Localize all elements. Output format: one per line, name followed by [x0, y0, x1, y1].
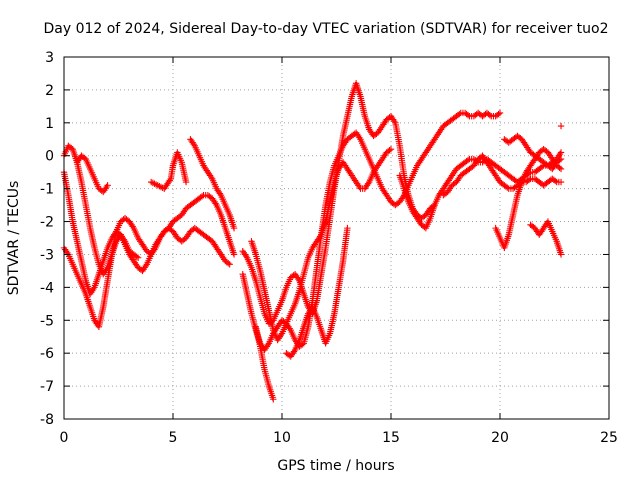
series-track-m	[440, 152, 565, 199]
data-point	[230, 251, 238, 258]
data-point	[538, 163, 546, 170]
series-track-b	[60, 215, 233, 331]
y-tick-label: -3	[40, 247, 54, 263]
data-point	[557, 122, 565, 130]
x-tick-label: 20	[491, 430, 509, 446]
data-point	[557, 155, 565, 163]
x-tick-label: 15	[382, 430, 400, 446]
y-tick-label: -6	[40, 346, 54, 362]
data-point	[198, 193, 206, 200]
data-point	[270, 396, 277, 403]
data-point	[387, 145, 395, 153]
y-tick-label: -5	[40, 313, 54, 329]
data-point	[182, 178, 190, 186]
data-point	[230, 224, 238, 232]
plot-frame	[63, 56, 610, 420]
series-track-e	[148, 149, 190, 192]
y-tick-label: -7	[40, 379, 54, 395]
x-tick-label: 25	[600, 430, 618, 446]
data-point	[386, 147, 393, 154]
data-point	[504, 184, 511, 191]
x-tick-label: 10	[273, 430, 291, 446]
series-track-g	[239, 109, 504, 354]
series-track-o	[501, 132, 565, 173]
y-axis-label: SDTVAR / TECUs	[6, 181, 22, 296]
y-tick-labels: 3 2 1 0 -1 -2 -3 -4 -5 -6 -7 -8	[40, 50, 54, 428]
series-track-k	[283, 224, 351, 360]
series-track-d	[73, 152, 111, 196]
data-point	[464, 111, 472, 119]
y-tick-label: 0	[45, 149, 54, 165]
data-point	[557, 178, 565, 186]
data-point	[525, 176, 533, 184]
data-point	[133, 253, 140, 260]
y-tick-label: -8	[40, 412, 54, 428]
series-track-j	[252, 323, 277, 403]
chart-title: Day 012 of 2024, Sidereal Day-to-day VTE…	[43, 21, 608, 37]
x-tick-label: 5	[169, 430, 178, 446]
data-point	[495, 110, 502, 118]
data-point	[486, 111, 494, 119]
y-tick-label: 1	[45, 116, 54, 132]
y-tick-label: -4	[40, 280, 54, 296]
series-track-q	[557, 122, 565, 130]
data-points	[60, 80, 565, 403]
data-point	[456, 110, 463, 118]
series-track-i	[248, 145, 395, 344]
series-track-f	[187, 136, 238, 232]
grid-lines	[64, 57, 609, 419]
data-point	[552, 177, 559, 185]
series-track-c	[60, 142, 142, 278]
axis-ticks	[63, 56, 610, 420]
data-point	[557, 165, 565, 173]
data-point	[225, 260, 232, 267]
data-point	[464, 156, 472, 164]
series-track-p	[527, 218, 565, 258]
data-point	[226, 261, 233, 268]
y-tick-label: 2	[45, 83, 54, 99]
x-axis-label: GPS time / hours	[277, 458, 394, 474]
data-point	[557, 149, 565, 156]
data-point	[104, 182, 111, 189]
series-track-a	[60, 168, 238, 298]
data-point	[557, 251, 565, 258]
y-tick-label: 3	[45, 50, 54, 66]
data-point	[496, 109, 504, 117]
data-point	[344, 224, 351, 232]
data-point	[556, 164, 563, 171]
y-tick-label: -1	[40, 182, 54, 198]
data-point	[134, 254, 142, 261]
y-tick-label: -2	[40, 215, 54, 231]
x-tick-labels: 0 5 10 15 20 25	[60, 430, 618, 446]
data-point	[556, 156, 563, 164]
series-track-n	[492, 145, 565, 252]
x-tick-label: 0	[60, 430, 69, 446]
